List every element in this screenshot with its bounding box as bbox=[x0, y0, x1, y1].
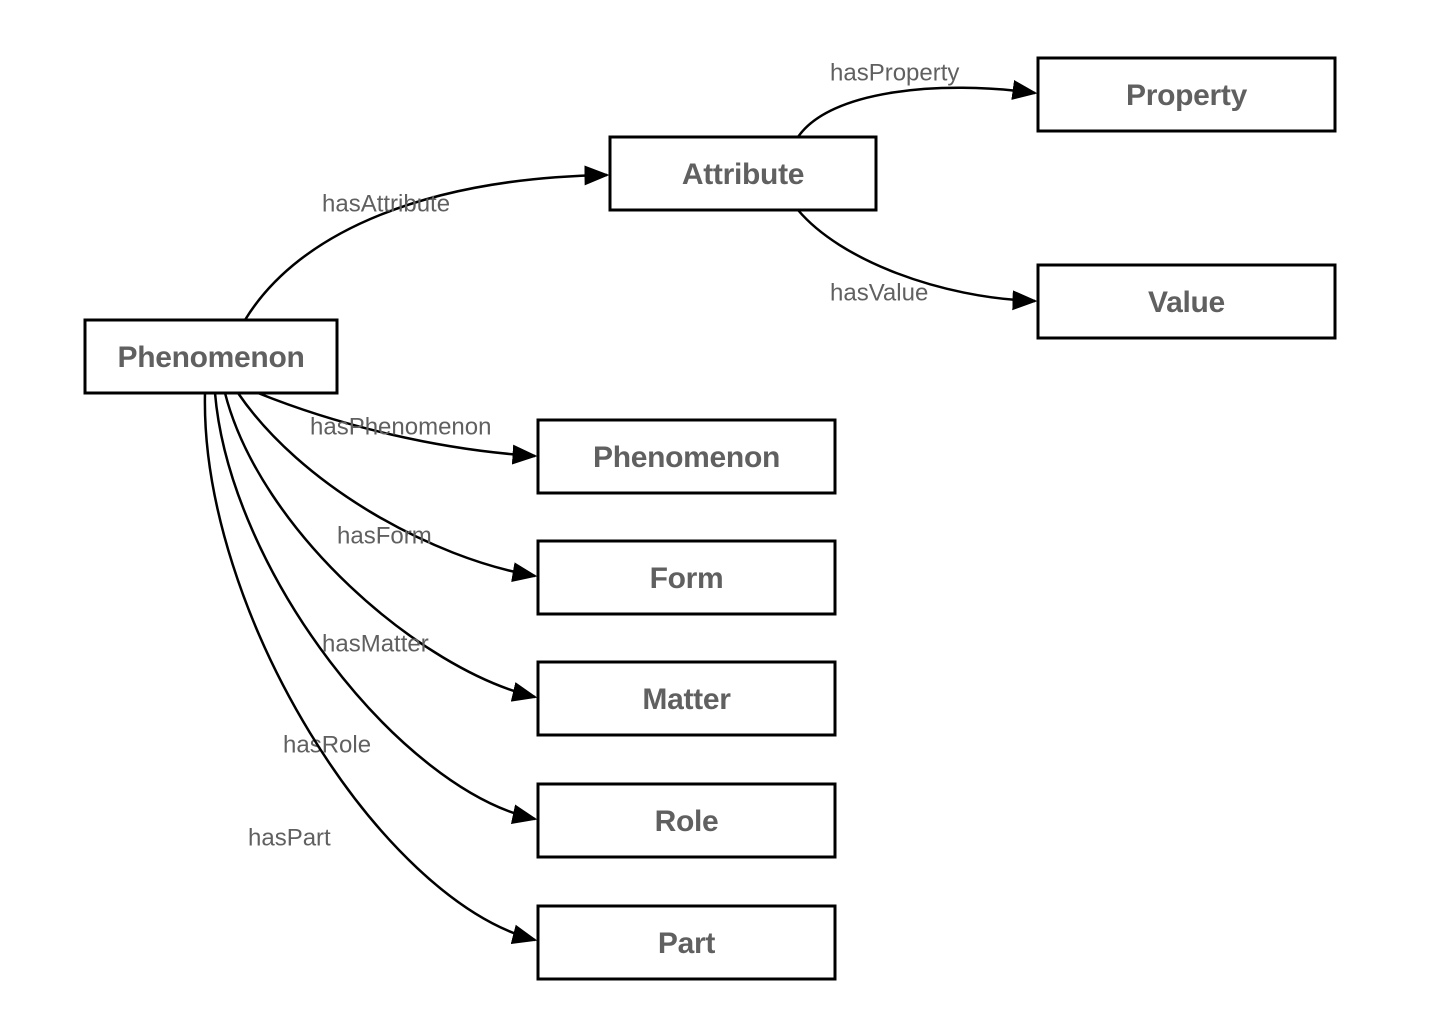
edge-label-hasproperty: hasProperty bbox=[830, 60, 959, 87]
node-role: Role bbox=[538, 784, 835, 857]
node-label-attribute: Attribute bbox=[682, 158, 804, 191]
node-matter: Matter bbox=[538, 662, 835, 735]
edge-label-hasrole: hasRole bbox=[283, 732, 371, 759]
node-label-form: Form bbox=[650, 562, 724, 595]
edge-label-hasphenomenon: hasPhenomenon bbox=[310, 414, 491, 441]
edge-label-haspart: hasPart bbox=[248, 825, 331, 852]
node-label-matter: Matter bbox=[642, 683, 731, 716]
node-phenomenon2: Phenomenon bbox=[538, 420, 835, 493]
node-form: Form bbox=[538, 541, 835, 614]
node-value: Value bbox=[1038, 265, 1335, 338]
node-label-property: Property bbox=[1126, 79, 1248, 112]
node-label-value: Value bbox=[1148, 286, 1225, 319]
edge-haspart bbox=[205, 393, 535, 940]
node-part: Part bbox=[538, 906, 835, 979]
edge-label-hasattribute: hasAttribute bbox=[322, 191, 450, 218]
ontology-diagram: hasAttribute hasProperty hasValue hasPhenom… bbox=[0, 0, 1456, 1028]
node-label-phenomenon2: Phenomenon bbox=[593, 441, 780, 474]
node-label-role: Role bbox=[655, 805, 719, 838]
node-property: Property bbox=[1038, 58, 1335, 131]
edge-label-hasvalue: hasValue bbox=[830, 280, 928, 307]
node-phenomenon_src: Phenomenon bbox=[85, 320, 337, 393]
node-label-phenomenon_src: Phenomenon bbox=[117, 341, 304, 374]
edge-label-hasmatter: hasMatter bbox=[322, 631, 429, 658]
node-attribute: Attribute bbox=[610, 137, 876, 210]
edge-hasrole bbox=[215, 393, 535, 819]
edge-hasproperty bbox=[798, 88, 1035, 137]
node-label-part: Part bbox=[658, 927, 715, 960]
edge-label-hasform: hasForm bbox=[337, 523, 432, 550]
